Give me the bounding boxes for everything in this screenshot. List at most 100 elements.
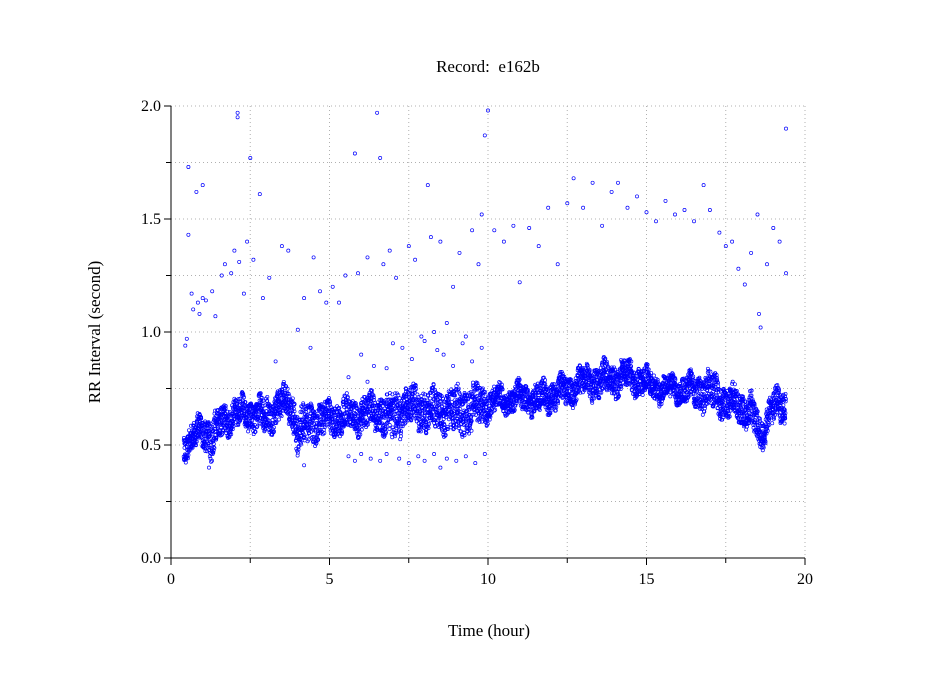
data-point: [244, 415, 249, 420]
data-point: [619, 384, 624, 389]
data-point: [783, 396, 788, 401]
data-point: [283, 383, 288, 388]
data-point: [745, 408, 750, 412]
data-point: [283, 391, 288, 396]
data-point: [697, 386, 702, 391]
data-point: [740, 394, 745, 399]
data-point: [231, 421, 236, 426]
data-point: [328, 400, 332, 405]
data-point: [603, 368, 608, 372]
data-point: [396, 424, 401, 429]
data-point: [710, 394, 715, 399]
data-point: [483, 390, 488, 395]
data-point: [427, 422, 431, 427]
data-point: [199, 416, 204, 421]
data-point: [596, 390, 601, 395]
data-point: [418, 411, 423, 416]
data-point: [460, 396, 464, 400]
data-point: [485, 421, 490, 426]
data-point: [592, 396, 596, 401]
data-point: [337, 300, 341, 305]
data-point: [489, 410, 494, 415]
data-point: [214, 435, 219, 440]
data-point: [265, 394, 270, 399]
data-point: [309, 403, 314, 408]
data-point: [364, 420, 369, 425]
data-point: [197, 311, 202, 316]
data-point: [517, 377, 522, 382]
data-point: [245, 239, 250, 244]
data-point: [342, 393, 347, 398]
data-point: [514, 401, 519, 405]
data-point: [436, 418, 441, 423]
data-point: [339, 428, 344, 433]
data-point: [782, 407, 787, 412]
data-point: [211, 441, 216, 446]
data-point: [766, 418, 771, 422]
data-point: [255, 424, 260, 429]
data-point: [637, 391, 642, 396]
data-point: [285, 386, 290, 391]
data-point: [688, 367, 693, 372]
data-point: [703, 382, 708, 387]
data-point: [325, 403, 330, 408]
data-point: [204, 433, 208, 438]
data-point: [689, 390, 693, 395]
data-point: [395, 398, 400, 403]
data-point: [600, 386, 605, 391]
data-point: [290, 396, 295, 401]
data-point: [451, 406, 456, 411]
data-point: [438, 413, 443, 418]
data-point: [448, 415, 453, 420]
data-point: [259, 397, 264, 402]
data-point: [189, 291, 194, 296]
data-point: [229, 271, 234, 276]
data-point: [456, 386, 461, 391]
data-point: [259, 395, 264, 400]
data-point: [258, 391, 263, 396]
data-point: [649, 370, 654, 375]
data-point: [626, 376, 631, 380]
data-point: [346, 375, 351, 380]
data-point: [735, 394, 740, 399]
data-point: [286, 398, 291, 402]
data-point: [615, 390, 620, 395]
data-point: [241, 393, 246, 398]
data-point: [429, 412, 434, 417]
data-point: [394, 430, 399, 435]
data-point: [442, 423, 447, 428]
data-point: [455, 414, 460, 419]
data-point: [267, 275, 272, 280]
data-point: [599, 385, 604, 390]
data-point: [762, 434, 767, 439]
data-point: [287, 394, 292, 399]
data-point: [227, 434, 232, 439]
data-point: [605, 362, 610, 367]
data-point: [276, 417, 281, 422]
data-point: [443, 433, 448, 438]
data-point: [548, 404, 553, 409]
data-point: [706, 368, 711, 373]
data-point: [673, 376, 678, 381]
data-point: [305, 434, 310, 439]
data-point: [219, 273, 224, 278]
data-point: [222, 262, 227, 267]
data-point: [256, 416, 261, 421]
data-point: [323, 409, 328, 414]
data-point: [364, 425, 369, 429]
data-point: [235, 115, 240, 120]
data-point: [702, 406, 707, 411]
data-point: [382, 400, 387, 405]
data-point: [721, 386, 726, 391]
data-point: [387, 423, 392, 427]
data-point: [231, 419, 236, 424]
data-point: [371, 393, 376, 398]
data-point: [418, 414, 423, 419]
data-point: [599, 390, 604, 395]
data-point: [299, 440, 304, 445]
data-point: [461, 401, 466, 406]
data-point: [375, 426, 380, 431]
grid: [171, 105, 806, 558]
data-point: [414, 386, 419, 391]
data-point: [396, 393, 401, 398]
